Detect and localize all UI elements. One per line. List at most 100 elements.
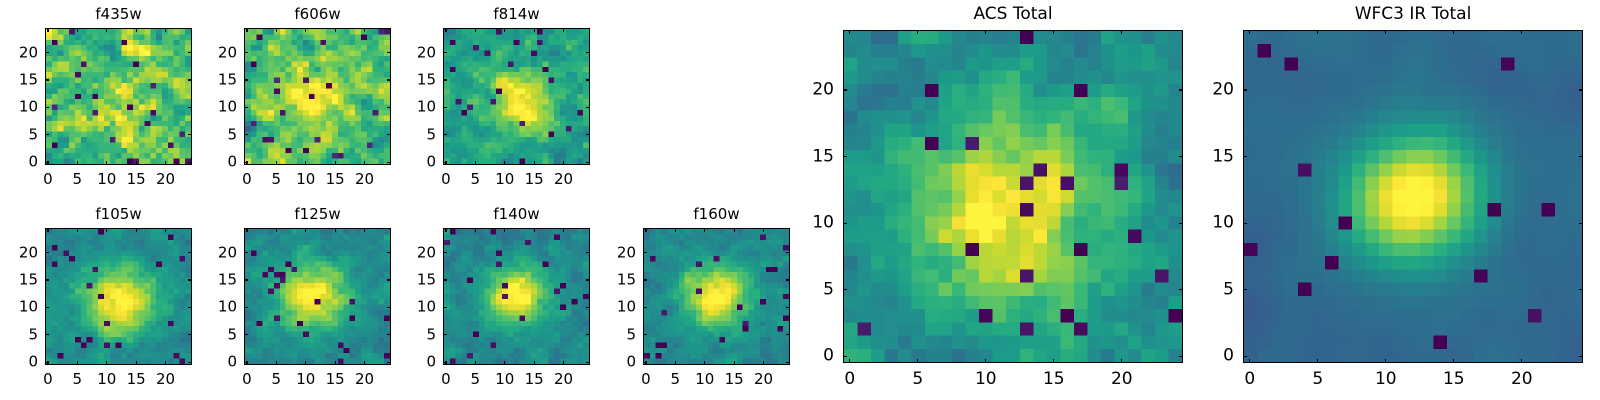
ytick-wfc3-ir-total-1 — [1243, 289, 1247, 291]
xtick-f606w-3 — [334, 28, 336, 32]
xtick-wfc3-ir-total-2 — [1385, 359, 1387, 363]
yticklabel-f140w-2: 10 — [416, 297, 436, 316]
xticklabel-f814w-0: 0 — [441, 170, 451, 188]
ytick-f160w-2 — [786, 306, 790, 309]
xticklabel-wfc3-ir-total-4: 20 — [1510, 369, 1533, 389]
ytick-f160w-1 — [786, 334, 790, 336]
axes-f140w — [443, 228, 590, 365]
ytick-f606w-0 — [244, 161, 248, 163]
yticklabel-f435w-1: 5 — [28, 125, 38, 144]
ytick-f140w-1 — [443, 334, 447, 336]
ytick-wfc3-ir-total-1 — [1579, 289, 1583, 291]
xtick-f125w-1 — [275, 228, 277, 232]
yticklabel-f814w-2: 10 — [416, 97, 436, 116]
xtick-f140w-1 — [474, 361, 476, 365]
panel-f140w: f140w 0 5 10 15 20 0 5 10 15 20 — [417, 207, 590, 387]
xticklabel-f435w-0: 0 — [43, 170, 53, 188]
xtick-f814w-4 — [562, 28, 565, 32]
xtick-f125w-2 — [305, 361, 307, 365]
axes-f435w — [45, 28, 192, 165]
ytick-f125w-3 — [244, 279, 248, 281]
xtick-f140w-1 — [474, 228, 476, 232]
yticklabel-f606w-4: 20 — [217, 43, 237, 62]
ytick-f606w-2 — [244, 106, 248, 109]
xticklabel-f606w-1: 5 — [271, 170, 282, 188]
xtick-acs-total-1 — [917, 359, 919, 363]
xtick-f606w-4 — [363, 161, 366, 165]
xtick-acs-total-3 — [1053, 30, 1055, 34]
ytick-f435w-3 — [45, 79, 49, 81]
xtick-f814w-2 — [504, 161, 506, 165]
xtick-f814w-2 — [504, 28, 506, 32]
ytick-f105w-3 — [45, 279, 49, 281]
yticklabel-f435w-3: 15 — [18, 70, 38, 89]
xticklabel-f105w-3: 15 — [126, 370, 146, 388]
ytick-f140w-4 — [586, 252, 590, 254]
heatmap-f435w — [46, 29, 191, 164]
xtick-f105w-0 — [47, 361, 49, 365]
heatmap-f140w — [444, 229, 589, 364]
ytick-f435w-4 — [45, 52, 49, 54]
yticklabel-f105w-0: 0 — [28, 352, 38, 371]
ytick-wfc3-ir-total-2 — [1243, 222, 1247, 224]
xticklabel-f160w-4: 20 — [753, 370, 774, 388]
xtick-f814w-3 — [533, 28, 535, 32]
yticklabel-f814w-0: 0 — [426, 152, 436, 171]
xticklabel-f814w-3: 15 — [524, 170, 544, 188]
yticklabel-acs-total-4: 20 — [812, 79, 834, 100]
axes-f160w — [643, 228, 790, 365]
yticklabel-f125w-3: 15 — [217, 270, 237, 289]
xtick-f140w-4 — [562, 361, 565, 365]
ytick-f160w-1 — [643, 334, 647, 336]
ytick-acs-total-4 — [843, 89, 847, 91]
xtick-f105w-1 — [76, 361, 78, 365]
ytick-wfc3-ir-total-0 — [1243, 355, 1247, 357]
ytick-f125w-1 — [244, 334, 248, 336]
ytick-f140w-0 — [443, 361, 447, 363]
panel-title-f125w: f125w — [294, 205, 341, 223]
yticklabel-f105w-2: 10 — [18, 297, 38, 316]
yticklabel-acs-total-2: 10 — [812, 212, 834, 233]
yticklabel-f160w-1: 5 — [626, 325, 636, 344]
xtick-f140w-3 — [533, 361, 535, 365]
ytick-f160w-3 — [786, 279, 790, 281]
ytick-f435w-1 — [45, 134, 49, 136]
xtick-f814w-0 — [445, 161, 447, 165]
xticklabel-f140w-4: 20 — [553, 370, 574, 388]
xtick-f435w-1 — [76, 161, 78, 165]
ytick-f435w-2 — [188, 106, 192, 109]
ytick-f814w-3 — [586, 79, 590, 81]
ytick-f160w-3 — [643, 279, 647, 281]
ytick-acs-total-4 — [1179, 89, 1183, 91]
yticklabel-f814w-1: 5 — [426, 125, 436, 144]
panel-title-f606w: f606w — [294, 5, 341, 23]
xtick-f160w-0 — [645, 228, 647, 232]
ytick-f140w-1 — [586, 334, 590, 336]
ytick-f814w-4 — [443, 52, 447, 54]
ytick-f125w-2 — [244, 306, 248, 309]
xtick-f160w-0 — [645, 361, 647, 365]
xtick-f140w-0 — [445, 228, 447, 232]
ytick-wfc3-ir-total-3 — [1243, 155, 1247, 158]
ytick-f814w-2 — [443, 106, 447, 109]
xticklabel-f435w-3: 15 — [126, 170, 146, 188]
xtick-f606w-0 — [246, 28, 248, 32]
ytick-f105w-1 — [188, 334, 192, 336]
xtick-f606w-4 — [363, 28, 366, 32]
xtick-f160w-4 — [762, 361, 765, 365]
xticklabel-f125w-1: 5 — [271, 370, 282, 388]
xtick-f105w-0 — [47, 228, 49, 232]
ytick-f435w-3 — [188, 79, 192, 81]
yticklabel-f140w-4: 20 — [416, 243, 436, 262]
xtick-f140w-0 — [445, 361, 447, 365]
xtick-acs-total-0 — [849, 30, 851, 34]
yticklabel-wfc3-ir-total-3: 15 — [1212, 146, 1234, 167]
ytick-acs-total-0 — [843, 355, 847, 357]
ytick-f125w-0 — [387, 361, 391, 363]
xtick-f435w-3 — [135, 28, 137, 32]
xtick-f105w-3 — [135, 361, 137, 365]
yticklabel-f160w-2: 10 — [616, 297, 636, 316]
xticklabel-acs-total-0: 0 — [844, 369, 856, 389]
xtick-f435w-0 — [47, 28, 49, 32]
